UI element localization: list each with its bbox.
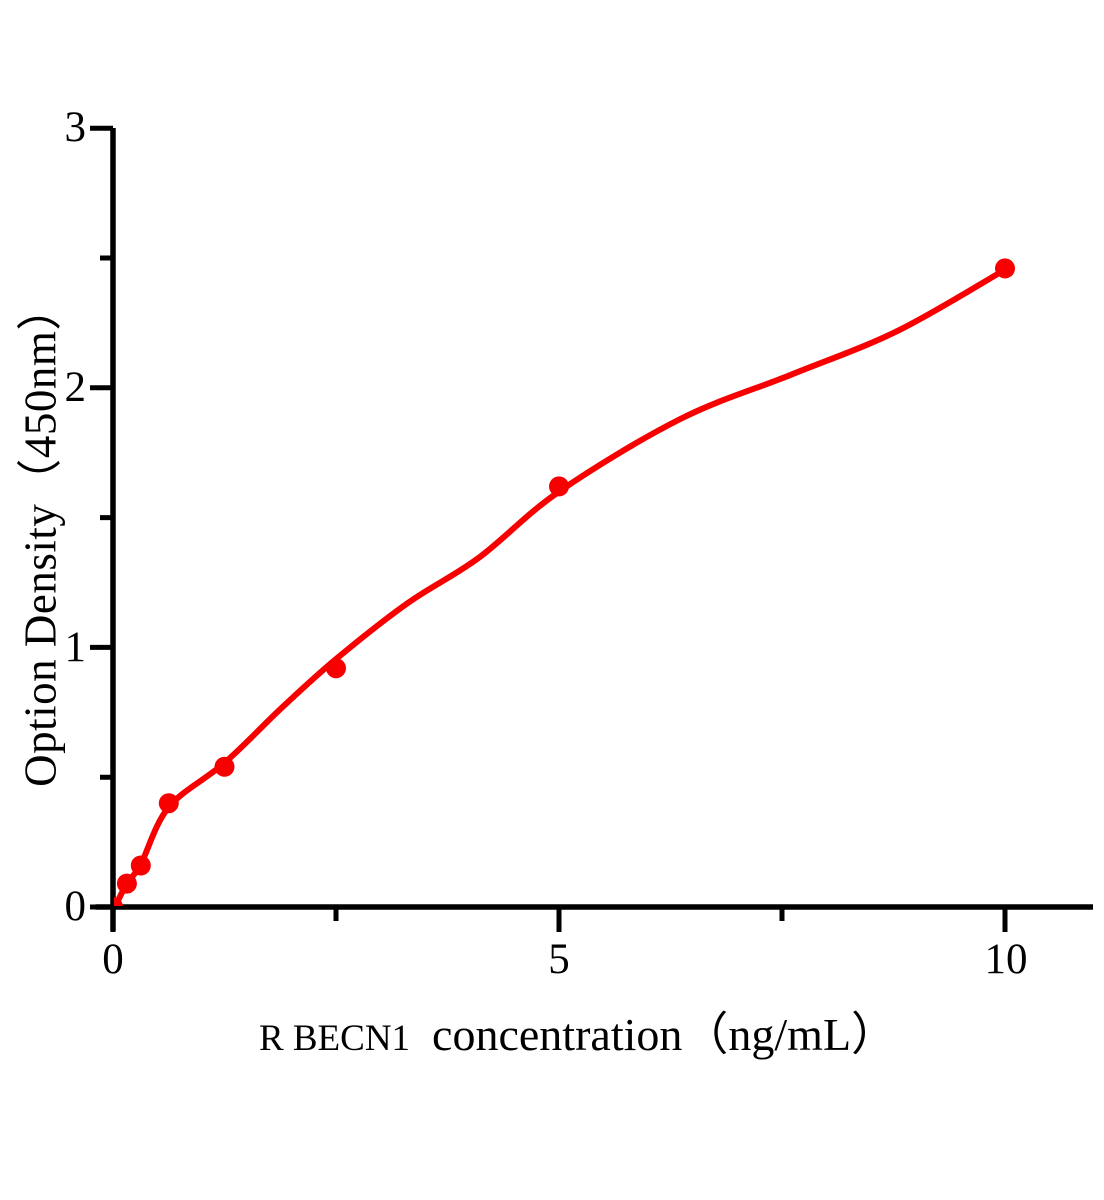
data-point <box>114 897 123 906</box>
data-point <box>214 756 235 777</box>
y-tick-label-2: 2 <box>64 364 87 411</box>
x-axis-title-unit: concentration（ng/mL） <box>432 1009 898 1060</box>
data-point <box>995 258 1015 279</box>
x-axis-title: R BECN1 concentration（ng/mL） <box>259 998 897 1064</box>
fit-curve <box>114 266 1008 906</box>
y-tick-label-0: 0 <box>64 883 87 930</box>
x-axis-title-analyte: R BECN1 <box>258 1018 411 1059</box>
y-tick-label-1: 1 <box>64 624 87 671</box>
data-point <box>549 476 569 497</box>
y-tick-label-3: 3 <box>64 104 87 151</box>
data-point <box>326 658 346 679</box>
x-tick-label-5: 5 <box>548 936 570 983</box>
x-tick-label-0: 0 <box>102 936 124 983</box>
y-axis-title: Option Density（450nm） <box>15 285 66 787</box>
data-point <box>130 855 151 876</box>
data-point <box>116 873 137 894</box>
data-point <box>158 793 179 814</box>
plot-area <box>114 258 1015 906</box>
x-tick-label-10: 10 <box>984 936 1028 983</box>
tick-marks <box>90 125 1008 932</box>
axes <box>95 128 1093 931</box>
